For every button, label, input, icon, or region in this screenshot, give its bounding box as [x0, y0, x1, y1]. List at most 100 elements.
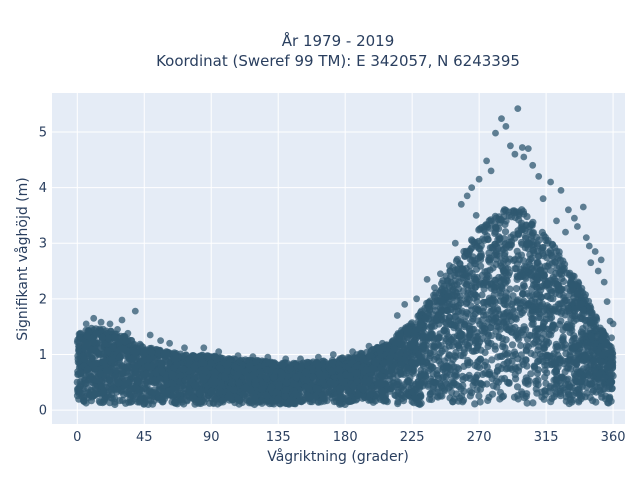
data-point [450, 363, 458, 371]
data-point [543, 254, 551, 262]
data-point [379, 380, 387, 388]
data-point [221, 374, 229, 382]
data-point [604, 363, 612, 371]
data-point [430, 291, 438, 299]
data-point [426, 354, 434, 362]
data-point [522, 356, 530, 364]
data-point [234, 395, 242, 403]
data-point [585, 371, 593, 380]
data-point [536, 313, 545, 322]
data-point [560, 294, 568, 302]
data-point [533, 357, 542, 366]
data-point [158, 367, 166, 375]
data-point [535, 325, 543, 333]
data-point [426, 299, 434, 307]
data-point [557, 309, 565, 317]
data-point [577, 330, 586, 338]
data-point [479, 307, 487, 316]
data-point [587, 309, 595, 317]
data-point [523, 399, 531, 407]
data-point [441, 287, 449, 295]
data-point [451, 271, 459, 280]
data-point [385, 358, 393, 366]
data-point [159, 393, 167, 401]
data-point [577, 395, 585, 403]
data-point [453, 255, 461, 263]
data-point [521, 266, 529, 274]
data-point [140, 346, 148, 354]
data-point [559, 333, 567, 341]
data-point [541, 373, 549, 381]
data-point [391, 382, 399, 390]
data-point [549, 253, 557, 261]
data-point [502, 324, 510, 332]
data-point [393, 339, 401, 347]
data-point [487, 280, 495, 288]
data-point [408, 319, 416, 327]
data-point [494, 306, 502, 315]
data-point [523, 213, 531, 221]
data-point [558, 266, 566, 274]
data-point [394, 400, 402, 408]
data-point [484, 396, 492, 405]
data-point [472, 305, 480, 313]
data-point [520, 331, 528, 339]
data-point [90, 338, 98, 346]
data-point [561, 260, 569, 268]
data-point [511, 314, 519, 322]
data-point [180, 365, 188, 373]
data-point [239, 390, 247, 399]
data-point [468, 256, 476, 264]
data-point [476, 398, 484, 406]
data-point [405, 377, 413, 385]
data-point [143, 378, 151, 386]
data-point [438, 347, 446, 355]
data-point [437, 307, 446, 315]
data-point [477, 242, 485, 250]
data-point [577, 300, 585, 308]
data-point [97, 344, 105, 352]
data-point [524, 238, 532, 246]
data-point [458, 266, 466, 274]
data-point [463, 280, 471, 288]
data-point [462, 300, 470, 308]
data-point [77, 369, 85, 377]
data-point [452, 348, 460, 357]
data-point [456, 332, 465, 340]
data-point [529, 399, 537, 407]
data-point [492, 377, 501, 385]
data-point [508, 341, 517, 349]
data-point [479, 299, 487, 307]
data-point [502, 275, 510, 283]
data-point [283, 378, 291, 387]
data-point [464, 356, 472, 365]
data-point [100, 357, 109, 365]
data-point [508, 300, 516, 309]
data-point [487, 314, 496, 322]
data-point [471, 336, 479, 344]
data-point [328, 368, 336, 376]
data-point [336, 400, 344, 408]
data-point [531, 351, 539, 359]
data-point [579, 306, 587, 314]
data-point [543, 292, 551, 300]
data-point [517, 251, 526, 259]
data-point [380, 366, 388, 374]
data-point [270, 373, 278, 381]
data-point [216, 398, 224, 407]
data-point [470, 238, 478, 246]
data-point [256, 367, 264, 376]
data-point [338, 354, 346, 362]
data-point [339, 394, 347, 402]
data-point [445, 300, 453, 308]
data-point [492, 327, 500, 335]
data-point [481, 324, 489, 333]
data-point [571, 374, 579, 382]
data-point [465, 325, 473, 333]
data-point [464, 289, 472, 297]
data-point [548, 327, 556, 335]
data-point [452, 312, 460, 320]
data-point [488, 356, 496, 364]
data-point [581, 291, 590, 299]
data-point [491, 345, 499, 353]
